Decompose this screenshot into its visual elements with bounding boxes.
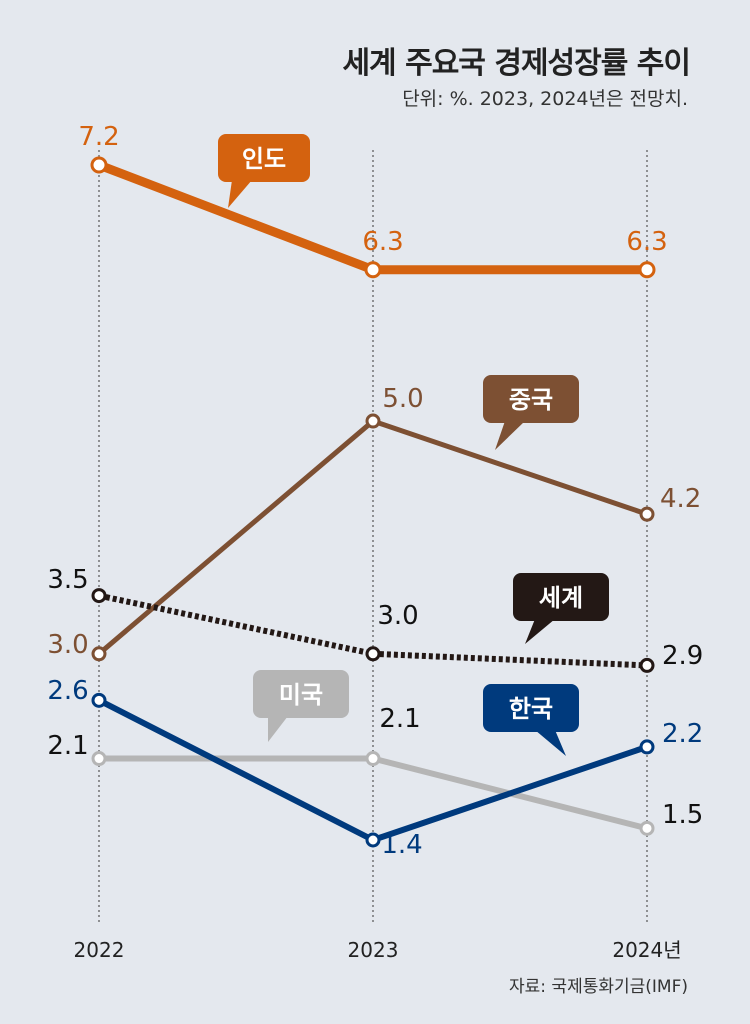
- data-point: [91, 751, 107, 767]
- series-name-label: 인도: [242, 145, 286, 173]
- data-point: [365, 751, 381, 767]
- data-label: 6.3: [626, 227, 667, 257]
- x-tick-label: 2023: [348, 938, 399, 962]
- chart-title: 세계 주요국 경제성장률 추이: [342, 46, 691, 81]
- source-note: 자료: 국제통화기금(IMF): [509, 977, 688, 997]
- callout-tail: [535, 730, 566, 756]
- callout-tail: [525, 619, 555, 644]
- data-label: 1.5: [662, 800, 703, 830]
- callout-tail: [495, 421, 525, 450]
- series-세계: 세계 3.5 3.0 2.9: [47, 565, 703, 673]
- data-point: [91, 646, 107, 662]
- data-point: [639, 739, 655, 755]
- data-label: 7.2: [78, 122, 119, 152]
- data-label: 5.0: [382, 384, 423, 414]
- x-tick-label: 2022: [74, 938, 125, 962]
- callout-box: [483, 684, 579, 732]
- data-point: [91, 692, 107, 708]
- data-label: 2.6: [47, 676, 88, 706]
- data-point: [91, 588, 107, 604]
- data-point: [364, 261, 382, 279]
- series-name-label: 중국: [509, 386, 553, 414]
- series-name-label: 세계: [539, 584, 583, 612]
- data-point: [365, 413, 381, 429]
- data-point: [365, 646, 381, 662]
- series-인도: 인도 7.2 6.3 6.3: [78, 122, 668, 279]
- data-label: 2.1: [47, 731, 88, 761]
- data-point: [639, 506, 655, 522]
- data-label: 2.2: [662, 719, 703, 749]
- data-label: 2.1: [379, 704, 420, 734]
- x-tick-label: 2024년: [612, 938, 681, 962]
- data-label: 3.5: [47, 565, 88, 595]
- series-name-label: 한국: [509, 695, 553, 723]
- callout-tail: [268, 716, 288, 742]
- data-point: [639, 820, 655, 836]
- data-label: 2.9: [662, 641, 703, 671]
- data-point: [638, 261, 656, 279]
- data-label: 4.2: [660, 484, 701, 514]
- callout-box: [483, 375, 579, 423]
- series-미국: 미국 2.1 2.1 1.5: [47, 670, 703, 836]
- series-line: [99, 755, 648, 832]
- series-중국: 중국 3.0 5.0 4.2: [47, 375, 701, 662]
- callout-box: [253, 670, 349, 718]
- series-한국: 한국 2.6 1.4 2.2: [47, 676, 703, 860]
- data-label: 3.0: [377, 601, 418, 631]
- data-point: [90, 156, 108, 174]
- data-label: 1.4: [381, 830, 422, 860]
- series-name-label: 미국: [279, 681, 323, 709]
- data-label: 3.0: [47, 630, 88, 660]
- chart-subtitle: 단위: %. 2023, 2024년은 전망치.: [402, 88, 688, 110]
- data-label: 6.3: [362, 227, 403, 257]
- callout-tail: [228, 180, 252, 208]
- data-point: [639, 657, 655, 673]
- callout-box: [513, 573, 609, 621]
- callout-box: [218, 134, 310, 182]
- data-point: [365, 832, 381, 848]
